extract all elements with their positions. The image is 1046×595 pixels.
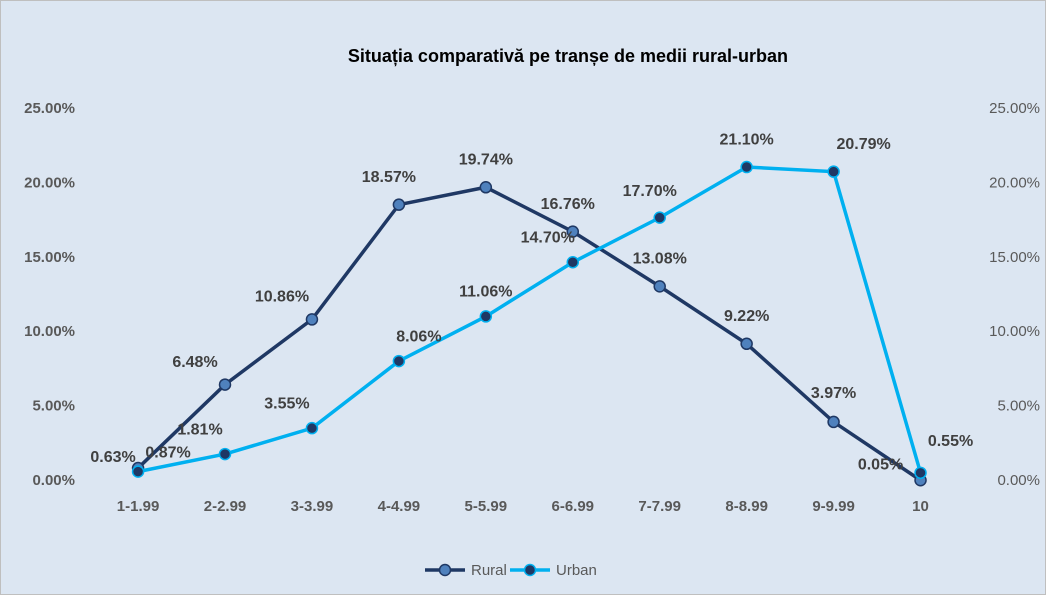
data-label: 10.86% (255, 289, 309, 306)
point-marker (653, 280, 666, 293)
point-marker (305, 421, 319, 435)
data-label: 19.74% (459, 151, 513, 168)
x-tick-label: 4-4.99 (378, 498, 421, 515)
point-marker (653, 211, 666, 224)
data-label: 0.55% (928, 433, 973, 450)
x-tick-label: 3-3.99 (291, 498, 334, 515)
data-label: 1.81% (177, 421, 222, 438)
data-label: 8.06% (396, 328, 441, 345)
x-tick-label: 7-7.99 (638, 498, 681, 515)
data-label: 18.57% (362, 169, 416, 186)
data-label: 3.55% (264, 395, 309, 412)
x-tick-label: 10 (912, 498, 929, 515)
y2-tick-label: 25.00% (989, 100, 1040, 117)
chart-title: Situația comparativă pe tranșe de medii … (348, 46, 788, 66)
point-marker (392, 354, 406, 368)
point-marker (827, 415, 840, 429)
legend-label: Urban (556, 562, 597, 579)
legend-marker (438, 563, 452, 577)
data-label: 13.08% (633, 251, 687, 268)
point-marker (566, 256, 580, 269)
y-tick-label: 10.00% (24, 323, 75, 340)
y2-tick-label: 15.00% (989, 249, 1040, 266)
y-tick-label: 20.00% (24, 174, 75, 191)
data-label: 16.76% (541, 196, 595, 213)
point-marker (827, 165, 840, 178)
point-marker (392, 198, 406, 211)
y-tick-label: 25.00% (24, 100, 75, 117)
point-marker (479, 310, 493, 323)
point-marker (740, 337, 753, 351)
x-tick-label: 8-8.99 (725, 498, 768, 515)
y-tick-label: 5.00% (32, 398, 75, 415)
x-tick-label: 5-5.99 (465, 498, 508, 515)
point-marker (218, 447, 232, 461)
x-tick-label: 2-2.99 (204, 498, 247, 515)
x-tick-label: 9-9.99 (812, 498, 855, 515)
point-marker (131, 465, 145, 478)
data-label: 6.48% (172, 354, 217, 371)
y2-tick-label: 5.00% (997, 398, 1040, 415)
data-label: 21.10% (720, 131, 774, 148)
point-marker (740, 160, 753, 174)
data-label: 14.70% (521, 229, 575, 246)
point-marker (218, 378, 232, 391)
data-label: 3.97% (811, 385, 856, 402)
y2-tick-label: 0.00% (997, 472, 1040, 489)
data-label: 0.05% (858, 456, 903, 473)
data-label: 0.63% (90, 449, 135, 466)
legend-label: Rural (471, 562, 507, 579)
series-line (137, 165, 923, 474)
y-tick-label: 0.00% (32, 472, 75, 489)
y2-tick-label: 10.00% (989, 323, 1040, 340)
y2-tick-label: 20.00% (989, 174, 1040, 191)
x-tick-label: 1-1.99 (117, 498, 160, 515)
y-tick-label: 15.00% (24, 249, 75, 266)
data-label: 11.06% (459, 284, 512, 301)
point-marker (479, 181, 493, 194)
point-marker (305, 313, 319, 326)
data-label: 20.79% (836, 136, 890, 153)
data-label: 17.70% (623, 183, 677, 200)
data-label: 0.87% (145, 444, 190, 461)
data-label: 9.22% (724, 308, 769, 325)
x-tick-label: 6-6.99 (551, 498, 594, 515)
point-marker (914, 466, 927, 480)
series-line (136, 185, 922, 482)
legend-marker (523, 563, 537, 577)
point-marker (566, 225, 580, 238)
